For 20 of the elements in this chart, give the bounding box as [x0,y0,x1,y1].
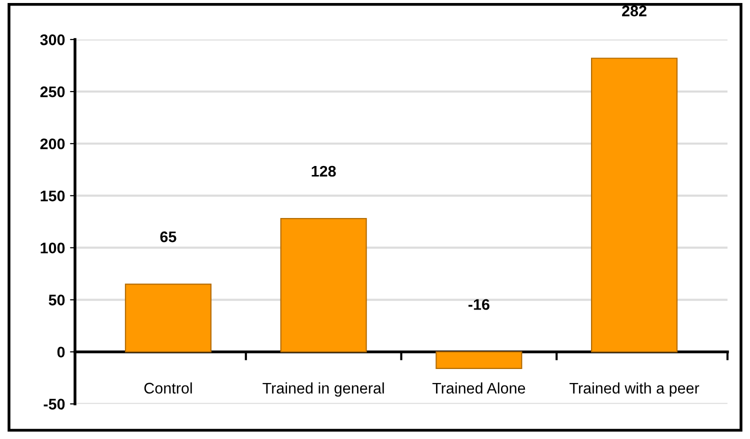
x-tick-label: Trained Alone [432,382,526,394]
data-label: 282 [622,6,646,16]
data-label: 65 [160,231,176,242]
x-tick-label: Trained in general [262,382,384,397]
y-tick-label: 100 [40,242,65,254]
bar [124,284,212,352]
bar [591,58,678,352]
data-label: 128 [312,166,336,177]
x-tick-label: Trained with a peer [570,382,700,397]
y-tick-label: 50 [48,294,65,306]
bar [280,218,367,352]
bar [436,351,522,370]
y-tick-label: 300 [40,34,65,46]
y-tick-label: 150 [40,190,65,202]
data-label: -16 [468,299,490,310]
y-tick-label: -50 [44,398,65,410]
y-tick-label: 0 [57,346,65,358]
x-tick-label: Control [144,382,192,394]
y-tick-label: 250 [40,86,65,98]
y-tick-label: 200 [40,138,65,150]
